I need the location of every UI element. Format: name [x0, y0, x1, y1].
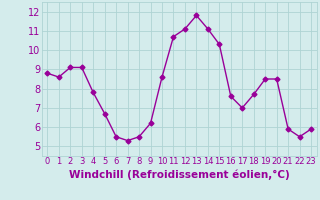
X-axis label: Windchill (Refroidissement éolien,°C): Windchill (Refroidissement éolien,°C) — [69, 169, 290, 180]
